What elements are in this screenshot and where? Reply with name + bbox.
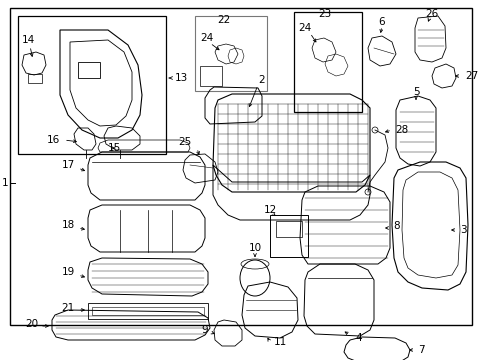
Text: 10: 10 <box>248 243 261 253</box>
Text: 25: 25 <box>178 137 191 147</box>
Bar <box>275 221 302 237</box>
Bar <box>78 62 100 78</box>
Text: 28: 28 <box>394 125 407 135</box>
Text: 14: 14 <box>22 35 35 45</box>
Bar <box>195 16 266 91</box>
Text: 15: 15 <box>108 143 121 153</box>
Text: 20: 20 <box>25 319 38 329</box>
Text: 2: 2 <box>258 75 264 85</box>
Text: 21: 21 <box>61 303 75 313</box>
Text: 4: 4 <box>354 333 361 343</box>
Text: 6: 6 <box>378 17 385 27</box>
Text: 5: 5 <box>412 87 418 97</box>
Text: 26: 26 <box>425 9 438 19</box>
Text: 16: 16 <box>47 135 60 145</box>
Text: 11: 11 <box>273 337 286 347</box>
Text: 24: 24 <box>200 33 213 43</box>
Text: 9: 9 <box>201 325 207 335</box>
Text: 17: 17 <box>61 160 75 170</box>
Bar <box>293 12 361 112</box>
Text: 7: 7 <box>417 345 424 355</box>
Bar <box>28 74 42 83</box>
Bar <box>18 16 165 154</box>
Bar <box>200 66 222 86</box>
Text: 8: 8 <box>392 221 399 231</box>
Text: 18: 18 <box>61 220 75 230</box>
Text: 12: 12 <box>263 205 276 215</box>
Bar <box>92 307 203 315</box>
Bar <box>88 303 207 319</box>
Text: 19: 19 <box>61 267 75 277</box>
Text: 24: 24 <box>297 23 311 33</box>
Text: 22: 22 <box>217 15 230 25</box>
Text: 27: 27 <box>464 71 477 81</box>
Text: 23: 23 <box>318 9 331 19</box>
Text: 13: 13 <box>175 73 188 83</box>
Bar <box>10 8 471 325</box>
Text: 3: 3 <box>459 225 466 235</box>
Bar <box>269 215 307 257</box>
Text: 1: 1 <box>1 178 8 188</box>
